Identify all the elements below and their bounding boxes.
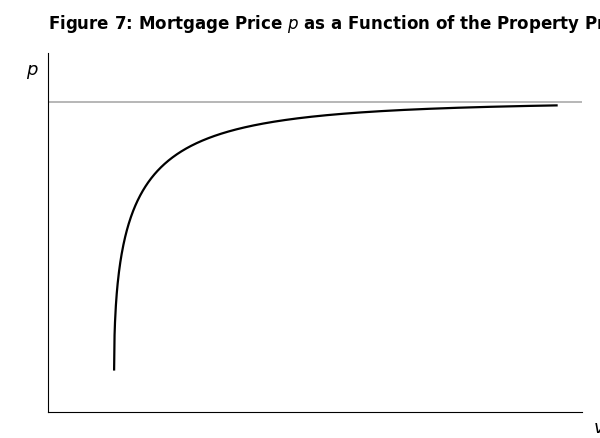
- Text: $p$: $p$: [26, 64, 38, 81]
- Text: Figure 7: Mortgage Price $\it{p}$ as a Function of the Property Price $\it{v}$: Figure 7: Mortgage Price $\it{p}$ as a F…: [48, 13, 600, 35]
- Text: $v$: $v$: [593, 419, 600, 437]
